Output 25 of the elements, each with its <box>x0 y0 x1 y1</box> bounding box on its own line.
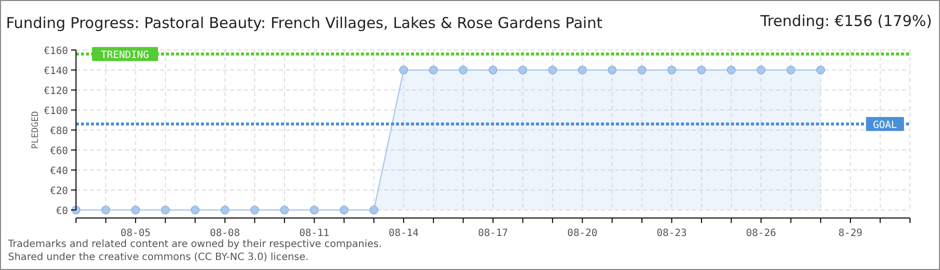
text: Shared under the creative commons (CC BY-NC 3.0) license. <box>8 252 309 263</box>
y-tick-label: €100 <box>44 106 68 117</box>
y-tick-label: €120 <box>44 86 68 97</box>
x-tick-label: 08-23 <box>656 228 687 239</box>
ref-line-label: GOAL <box>872 120 898 131</box>
x-tick-label: 08-11 <box>299 228 330 239</box>
y-tick-label: €40 <box>50 166 68 177</box>
x-tick-label: 08-26 <box>746 228 776 239</box>
y-tick-label: €140 <box>44 66 68 77</box>
y-tick-label: €160 <box>44 46 68 57</box>
x-tick-label: 08-08 <box>210 228 240 239</box>
x-tick-label: 08-05 <box>120 228 151 239</box>
text: Trademarks and related content are owned by their respective companies. <box>7 239 382 250</box>
x-tick-label: 8-29 <box>838 228 862 239</box>
x-tick-label: 08-20 <box>567 228 598 239</box>
x-tick-label: 08-17 <box>478 228 508 239</box>
chart-subtitle: Trending: €156 (179%) <box>759 12 932 30</box>
y-axis-title: PLEDGED <box>31 111 41 149</box>
ref-line-label: TRENDING <box>100 50 150 61</box>
y-tick-label: €80 <box>50 126 68 137</box>
y-tick-label: €0 <box>56 206 68 217</box>
chart-title: Funding Progress: Pastoral Beauty: French Villages, Lakes & Rose Gardens Paint <box>6 14 602 32</box>
y-tick-label: €20 <box>50 186 68 197</box>
y-tick-label: €60 <box>50 146 68 157</box>
x-tick-label: 08-14 <box>388 228 419 239</box>
